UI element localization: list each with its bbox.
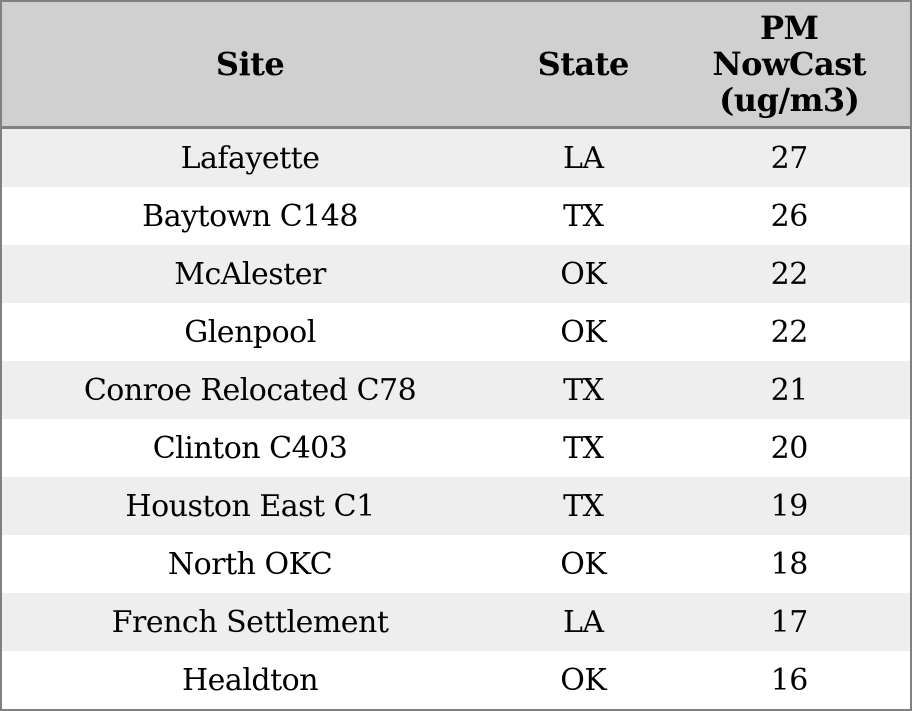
column-header-state: State [498, 1, 669, 129]
pm-nowcast-cell: 27 [668, 127, 911, 187]
site-cell: Baytown C148 [1, 187, 499, 245]
table-row: Conroe Relocated C78 TX 21 [1, 361, 911, 419]
state-cell: OK [498, 651, 669, 710]
state-cell: LA [498, 593, 669, 651]
state-cell: TX [498, 187, 669, 245]
state-cell: OK [498, 303, 669, 361]
pm-nowcast-cell: 22 [668, 245, 911, 303]
site-cell: Houston East C1 [1, 477, 499, 535]
table-body: Lafayette LA 27 Baytown C148 TX 26 McAle… [1, 127, 911, 710]
site-cell: Healdton [1, 651, 499, 710]
site-cell: Conroe Relocated C78 [1, 361, 499, 419]
table-row: Houston East C1 TX 19 [1, 477, 911, 535]
table-row: North OKC OK 18 [1, 535, 911, 593]
site-cell: Glenpool [1, 303, 499, 361]
site-cell: McAlester [1, 245, 499, 303]
state-cell: TX [498, 419, 669, 477]
table-row: McAlester OK 22 [1, 245, 911, 303]
table-row: Glenpool OK 22 [1, 303, 911, 361]
table-row: Baytown C148 TX 26 [1, 187, 911, 245]
site-cell: Clinton C403 [1, 419, 499, 477]
pm-nowcast-cell: 16 [668, 651, 911, 710]
table-row: Clinton C403 TX 20 [1, 419, 911, 477]
header-row: Site State PM NowCast (ug/m3) [1, 1, 911, 129]
pm-nowcast-cell: 18 [668, 535, 911, 593]
table-header: Site State PM NowCast (ug/m3) [1, 1, 911, 129]
pm-nowcast-cell: 21 [668, 361, 911, 419]
pm-nowcast-cell: 17 [668, 593, 911, 651]
pm-nowcast-cell: 22 [668, 303, 911, 361]
state-cell: TX [498, 361, 669, 419]
table-row: Lafayette LA 27 [1, 127, 911, 187]
state-cell: OK [498, 245, 669, 303]
column-header-pm-nowcast: PM NowCast (ug/m3) [668, 1, 911, 129]
column-header-site: Site [1, 1, 499, 129]
site-cell: North OKC [1, 535, 499, 593]
pm-nowcast-cell: 19 [668, 477, 911, 535]
site-cell: French Settlement [1, 593, 499, 651]
state-cell: LA [498, 127, 669, 187]
state-cell: TX [498, 477, 669, 535]
state-cell: OK [498, 535, 669, 593]
pm-nowcast-cell: 20 [668, 419, 911, 477]
site-cell: Lafayette [1, 127, 499, 187]
pm-nowcast-cell: 26 [668, 187, 911, 245]
table-row: French Settlement LA 17 [1, 593, 911, 651]
table-row: Healdton OK 16 [1, 651, 911, 710]
